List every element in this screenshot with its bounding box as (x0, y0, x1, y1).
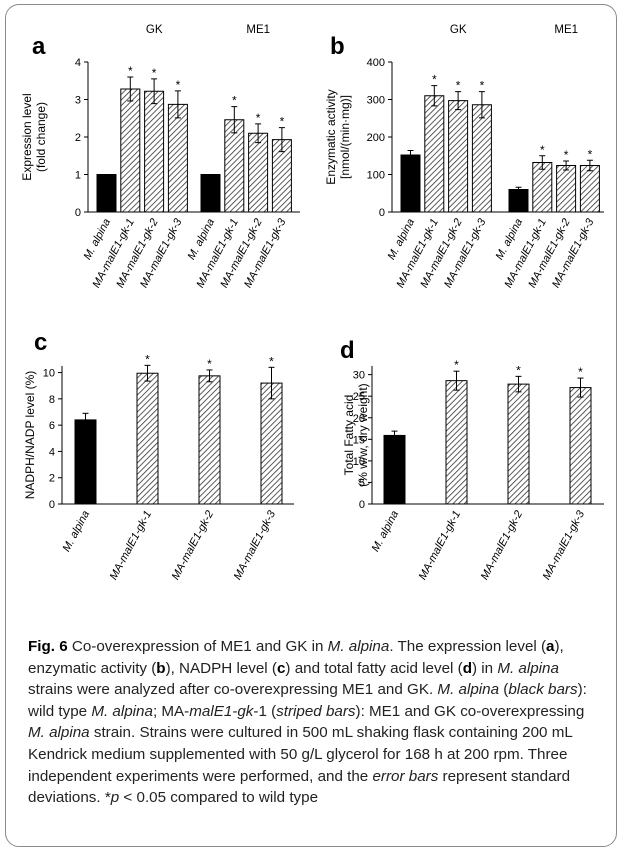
y-tick-label-c: 0 (49, 499, 55, 511)
bar-a (167, 103, 188, 213)
caption-label: Fig. 6 (28, 638, 68, 655)
y-tick-label-d: 5 (359, 477, 365, 489)
group-label-b: ME1 (554, 24, 578, 36)
bar-c (260, 382, 283, 505)
x-tick-label-d: MA-malE1-gk-2 (479, 509, 525, 582)
bar-a (120, 88, 141, 213)
bar-b (556, 165, 577, 213)
panel-letter-c: c (34, 329, 47, 356)
x-tick-label-c: MA-malE1-gk-1 (108, 509, 154, 582)
y-tick-label-b: 200 (367, 132, 385, 144)
bar-a (96, 174, 117, 213)
y-tick-label-c: 10 (43, 368, 55, 380)
y-tick-label-d: 0 (359, 499, 365, 511)
x-tick-label-c: MA-malE1-gk-2 (170, 509, 216, 582)
y-axis-label-b: [nmol/(min·mg)] (338, 95, 352, 179)
y-tick-label-c: 8 (49, 394, 55, 406)
x-tick-label-d: M. alpina (370, 509, 402, 554)
bar-b (532, 162, 553, 213)
x-tick-label-d: MA-malE1-gk-3 (541, 508, 588, 582)
group-label-b: GK (450, 24, 467, 36)
bar-b (448, 100, 469, 213)
y-tick-label-d: 20 (353, 413, 365, 425)
significance-star-b: * (432, 73, 437, 87)
y-tick-label-a: 1 (75, 170, 81, 182)
significance-star-d: * (578, 365, 583, 379)
y-tick-label-a: 2 (75, 132, 81, 144)
bar-c (74, 419, 97, 505)
significance-star-a: * (152, 66, 157, 80)
significance-star-c: * (269, 354, 274, 368)
significance-star-a: * (256, 111, 261, 125)
bar-b (508, 189, 529, 213)
x-tick-label-c: M. alpina (61, 509, 93, 554)
bar-c (136, 372, 159, 505)
y-axis-label-a: Expression level (20, 93, 34, 180)
caption-text: Co-overexpression of ME1 and GK in M. al… (28, 638, 587, 807)
y-tick-label-b: 0 (379, 207, 385, 219)
significance-star-b: * (588, 147, 593, 161)
bar-b (471, 104, 492, 213)
y-tick-label-d: 25 (353, 391, 365, 403)
bar-d (569, 387, 592, 505)
significance-star-a: * (176, 78, 181, 92)
significance-star-b: * (564, 148, 569, 162)
significance-star-b: * (456, 79, 461, 93)
x-tick-label-c: MA-malE1-gk-3 (232, 508, 279, 582)
significance-star-c: * (145, 352, 150, 366)
y-tick-label-b: 100 (367, 170, 385, 182)
group-label-a: ME1 (246, 24, 270, 36)
y-tick-label-b: 300 (367, 95, 385, 107)
y-tick-label-c: 2 (49, 473, 55, 485)
panel-letter-b: b (330, 33, 345, 60)
y-tick-label-c: 4 (49, 446, 55, 458)
panel-letter-a: a (32, 33, 46, 60)
y-tick-label-d: 10 (353, 456, 365, 468)
significance-star-a: * (128, 64, 133, 78)
y-axis-label-b: Enzymatic activity (324, 89, 338, 184)
figure-caption: Fig. 6 Co-overexpression of ME1 and GK i… (28, 636, 600, 809)
bar-d (507, 383, 530, 505)
y-axis-label-d: Total Fatty acid (342, 395, 356, 476)
bar-b (579, 165, 600, 213)
bar-c (198, 375, 221, 505)
bar-a (144, 90, 165, 213)
bar-b (400, 154, 421, 213)
significance-star-d: * (454, 358, 459, 372)
y-axis-label-d: (% w/w, dry weight) (356, 383, 370, 486)
y-axis-label-a: (fold change) (34, 102, 48, 172)
y-tick-label-b: 400 (367, 57, 385, 69)
significance-star-d: * (516, 363, 521, 377)
y-tick-label-d: 30 (353, 370, 365, 382)
significance-star-a: * (232, 94, 237, 108)
bar-d (445, 380, 468, 505)
bar-b (424, 95, 445, 213)
group-label-a: GK (146, 24, 163, 36)
bar-d (383, 434, 406, 505)
bar-a (248, 132, 269, 213)
y-tick-label-a: 0 (75, 207, 81, 219)
y-tick-label-d: 15 (353, 434, 365, 446)
y-axis-label-c: NADPH/NADP level (%) (23, 371, 37, 499)
bar-a (200, 174, 221, 213)
significance-star-a: * (280, 115, 285, 129)
y-tick-label-c: 6 (49, 420, 55, 432)
figure-charts: a 0 1 2 3 4 Expression level (fold change) GK M. … (20, 24, 604, 582)
bar-a (224, 119, 245, 213)
y-tick-label-a: 3 (75, 95, 81, 107)
x-tick-label-d: MA-malE1-gk-1 (417, 509, 463, 582)
panel-letter-d: d (340, 337, 355, 364)
significance-star-b: * (540, 143, 545, 157)
y-tick-label-a: 4 (75, 57, 81, 69)
significance-star-b: * (480, 79, 485, 93)
significance-star-c: * (207, 357, 212, 371)
